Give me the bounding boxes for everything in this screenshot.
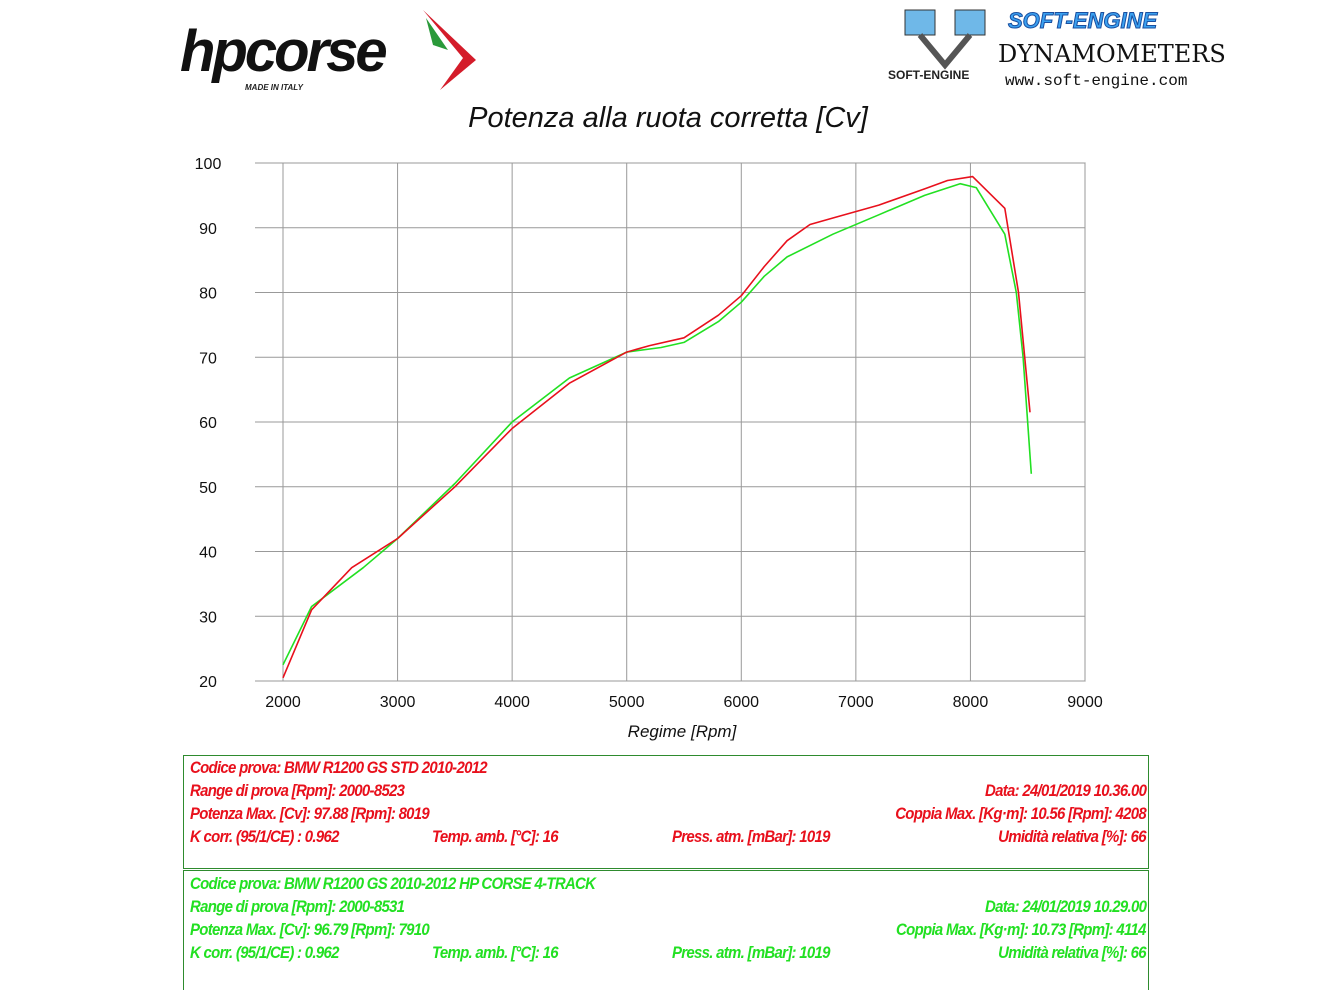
test-0-codice: Codice prova: BMW R1200 GS STD 2010-2012	[190, 758, 488, 777]
y-tick-label: 40	[199, 545, 217, 562]
test-0-data: Data: 24/01/2019 10.36.00	[984, 781, 1147, 800]
y-tick-label: 90	[199, 221, 217, 238]
soft-engine-mini-logo: SOFT-ENGINE	[888, 68, 970, 82]
test-info-box-hpcorse	[183, 870, 1149, 990]
y-tick-label: 100	[195, 156, 222, 173]
y-tick-label: 20	[199, 674, 217, 691]
test-0-press: Press. atm. [mBar]: 1019	[672, 827, 830, 846]
test-0-coppia: Coppia Max. [Kg·m]: 10.56 [Rpm]: 4208	[895, 804, 1146, 823]
power-chart: 2000 3000 4000 5000 6000 7000 8000 9000 20 30 40 50…	[195, 156, 1103, 741]
test-1-kcorr: K corr. (95/1/CE) : 0.962	[190, 943, 339, 962]
series-line-0	[282, 175, 1031, 679]
soft-engine-brand: SOFT-ENGINE	[1007, 8, 1158, 34]
test-0-temp: Temp. amb. [°C]: 16	[432, 827, 559, 846]
chart-title: Potenza alla ruota corretta [Cv]	[468, 102, 868, 134]
x-tick-label: 4000	[494, 694, 530, 711]
y-tick-label: 30	[199, 609, 217, 626]
x-tick-label: 2000	[265, 694, 301, 711]
test-1-potenza: Potenza Max. [Cv]: 96.79 [Rpm]: 7910	[190, 920, 430, 939]
test-0-potenza: Potenza Max. [Cv]: 97.88 [Rpm]: 8019	[190, 804, 430, 823]
test-0-range: Range di prova [Rpm]: 2000-8523	[190, 781, 405, 800]
test-1-codice: Codice prova: BMW R1200 GS 2010-2012 HP …	[190, 874, 596, 893]
test-info-box-std	[183, 755, 1149, 869]
hp-corse-tagline: MADE IN ITALY	[245, 83, 303, 92]
soft-engine-subtitle: DYNAMOMETERS	[998, 40, 1226, 68]
y-tick-label: 80	[199, 286, 217, 303]
hp-corse-logo: hpcorse	[180, 19, 388, 84]
x-tick-label: 5000	[609, 694, 645, 711]
test-0-kcorr: K corr. (95/1/CE) : 0.962	[190, 827, 339, 846]
y-tick-label: 60	[199, 415, 217, 432]
hp-corse-logo-mark	[423, 10, 476, 90]
x-axis-label: Regime [Rpm]	[628, 722, 738, 741]
x-tick-label: 3000	[380, 694, 416, 711]
piston-logo-icon	[904, 9, 986, 70]
y-tick-label: 70	[199, 350, 217, 367]
test-1-umid: Umidità relativa [%]: 66	[998, 943, 1146, 962]
x-tick-label: 8000	[953, 694, 989, 711]
test-1-temp: Temp. amb. [°C]: 16	[432, 943, 559, 962]
test-0-umid: Umidità relativa [%]: 66	[998, 827, 1146, 846]
test-1-coppia: Coppia Max. [Kg·m]: 10.73 [Rpm]: 4114	[896, 920, 1146, 939]
series-line-1	[282, 182, 1033, 666]
x-tick-label: 6000	[723, 694, 759, 711]
test-1-press: Press. atm. [mBar]: 1019	[672, 943, 830, 962]
y-tick-label: 50	[199, 480, 217, 497]
soft-engine-url: www.soft-engine.com	[1005, 72, 1188, 90]
x-tick-label: 7000	[838, 694, 874, 711]
test-1-data: Data: 24/01/2019 10.29.00	[984, 897, 1147, 916]
test-1-range: Range di prova [Rpm]: 2000-8531	[190, 897, 405, 916]
x-tick-label: 9000	[1067, 694, 1103, 711]
